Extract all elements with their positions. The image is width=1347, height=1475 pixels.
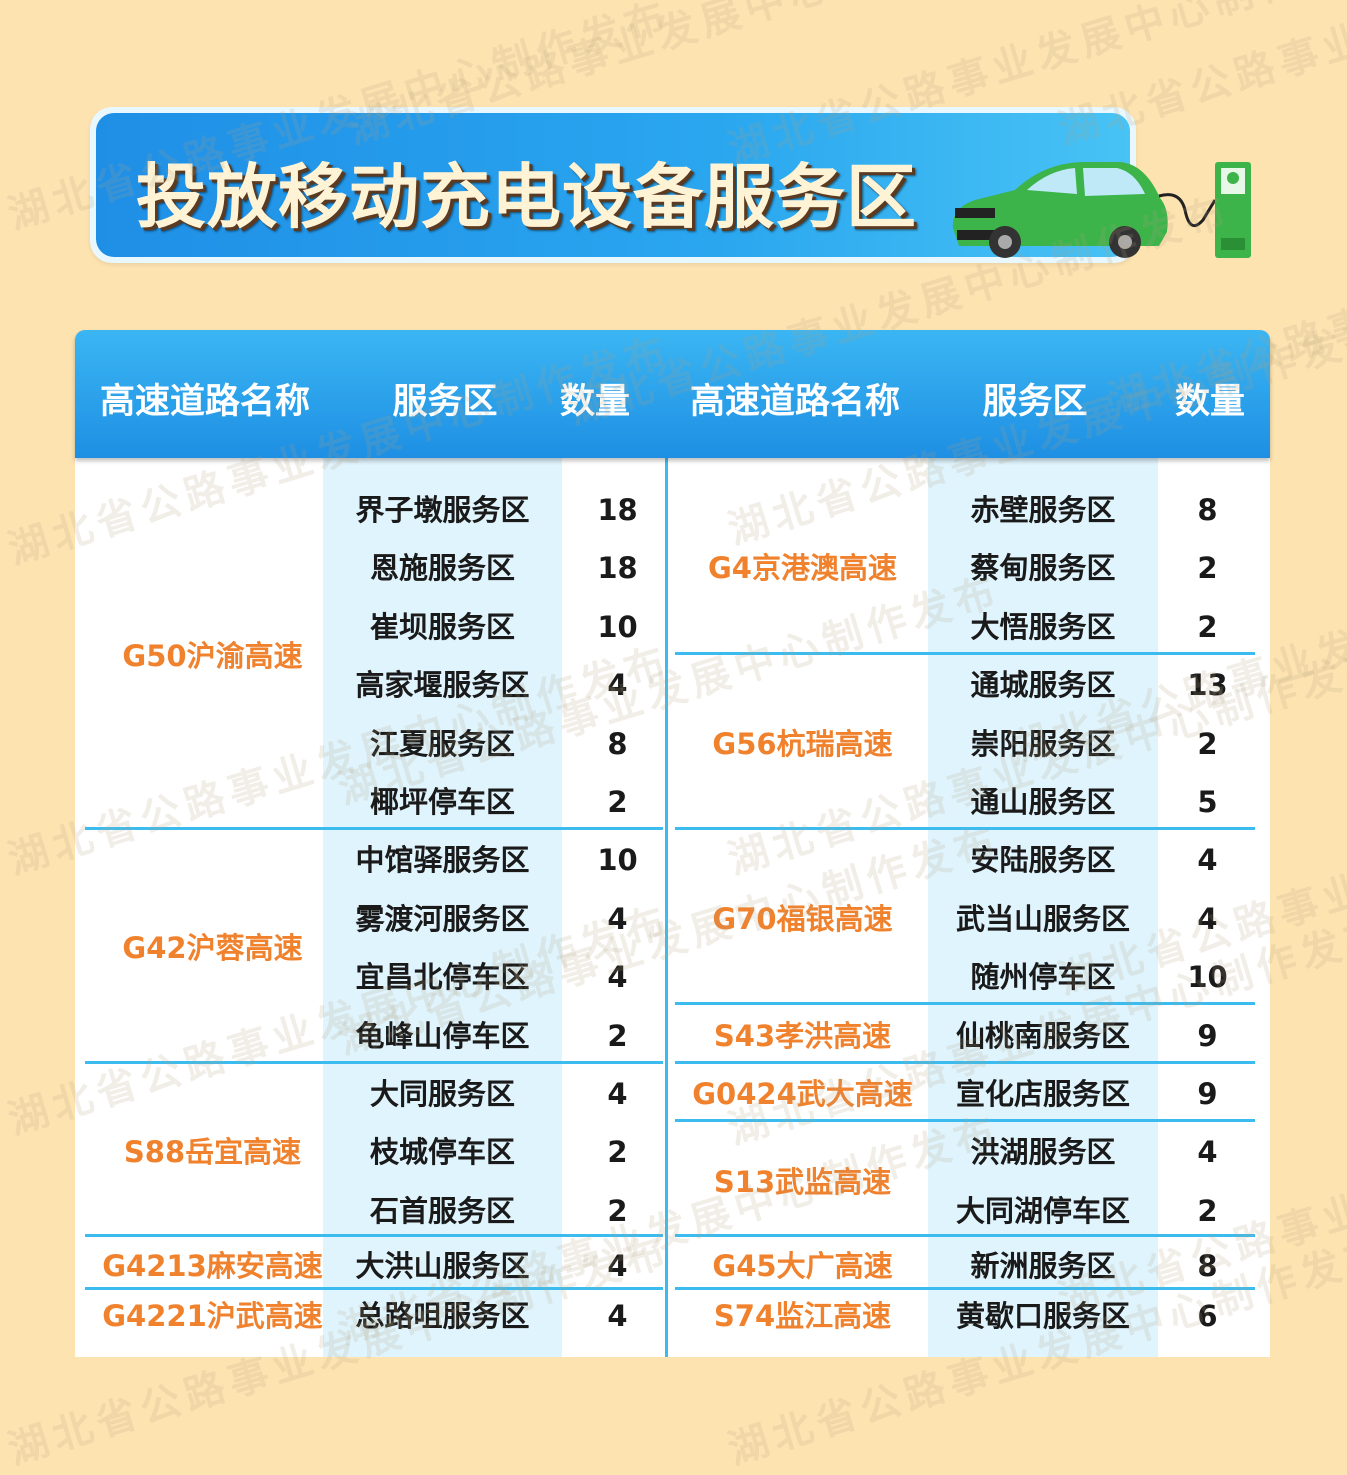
group-separator — [675, 1119, 1255, 1123]
road-name: G4京港澳高速 — [708, 551, 897, 586]
road-name: G50沪渝高速 — [122, 639, 303, 673]
table-header: 高速道路名称 服务区 数量 高速道路名称 服务区 数量 — [75, 330, 1270, 458]
device-count: 5 — [1197, 785, 1218, 819]
device-count: 10 — [597, 843, 638, 878]
service-area-name: 高家堰服务区 — [355, 668, 530, 703]
device-count: 4 — [607, 668, 628, 703]
road-name: S74监江高速 — [713, 1299, 892, 1333]
road-name: G4213麻安高速 — [102, 1249, 323, 1283]
device-count: 2 — [607, 785, 628, 819]
road-name: S13武监高速 — [713, 1164, 892, 1199]
group-separator — [675, 1060, 1255, 1064]
device-count: 10 — [1187, 960, 1228, 995]
service-area-name: 龟峰山停车区 — [355, 1018, 530, 1053]
device-count: 6 — [1197, 1299, 1218, 1333]
road-name: G0424武大高速 — [692, 1077, 913, 1111]
header-count-right: 数量 — [1174, 382, 1245, 422]
service-area-name: 安陆服务区 — [970, 843, 1116, 878]
service-area-name: 总路咀服务区 — [355, 1299, 530, 1333]
device-count: 2 — [607, 1193, 628, 1228]
device-count: 2 — [607, 1135, 628, 1170]
device-count: 4 — [1197, 843, 1218, 878]
table-body: G50沪渝高速 界子墩服务区 18 恩施服务区 18 崔坝服务区 10 高家堰服务区 4 江夏服务… — [75, 458, 1270, 1357]
service-area-name: 大洪山服务区 — [355, 1249, 530, 1283]
device-count: 2 — [1197, 551, 1218, 586]
group-separator — [85, 827, 663, 831]
service-area-name: 崇阳服务区 — [970, 726, 1116, 761]
service-area-name: 仙桃南服务区 — [955, 1018, 1130, 1053]
header-count-left: 数量 — [559, 382, 630, 422]
device-count: 8 — [1197, 493, 1218, 527]
road-name: S43孝洪高速 — [713, 1018, 892, 1053]
device-count: 4 — [607, 901, 628, 936]
service-area-name: 枝城停车区 — [369, 1135, 515, 1170]
road-name: G45大广高速 — [712, 1249, 893, 1283]
service-area-name: 宜昌北停车区 — [355, 960, 530, 995]
title-banner: 投放移动充电设备服务区 — [90, 107, 1136, 263]
service-area-name: 通山服务区 — [970, 785, 1116, 819]
group-separator — [85, 1234, 663, 1238]
page-title: 投放移动充电设备服务区 — [136, 156, 917, 238]
service-area-name: 洪湖服务区 — [970, 1135, 1116, 1170]
group-separator — [675, 1002, 1255, 1006]
service-area-name: 椰坪停车区 — [369, 785, 515, 819]
service-area-name: 黄歇口服务区 — [955, 1299, 1130, 1333]
header-road-right: 高速道路名称 — [689, 382, 900, 422]
device-count: 18 — [597, 551, 638, 586]
center-divider — [665, 458, 668, 1357]
device-count: 18 — [597, 493, 638, 527]
device-count: 4 — [607, 1299, 628, 1333]
device-count: 4 — [607, 960, 628, 995]
device-count: 2 — [1197, 726, 1218, 761]
header-service-right: 服务区 — [982, 382, 1088, 422]
road-name: G42沪蓉高速 — [122, 931, 303, 965]
road-name: G56杭瑞高速 — [712, 726, 893, 761]
device-count: 4 — [1197, 901, 1218, 936]
service-area-name: 雾渡河服务区 — [355, 901, 530, 936]
service-area-name: 界子墩服务区 — [355, 493, 530, 527]
service-area-name: 大同服务区 — [369, 1077, 515, 1111]
service-area-name: 武当山服务区 — [955, 901, 1130, 936]
header-road-left: 高速道路名称 — [99, 382, 310, 422]
service-area-name: 宣化店服务区 — [955, 1077, 1130, 1111]
group-separator — [675, 1287, 1255, 1290]
device-count: 8 — [607, 726, 628, 761]
device-count: 10 — [597, 609, 638, 644]
group-separator — [675, 1234, 1255, 1238]
service-column-stripe-left — [323, 458, 562, 1357]
service-area-name: 通城服务区 — [970, 668, 1116, 703]
device-count: 2 — [1197, 609, 1218, 644]
service-area-name: 赤壁服务区 — [970, 493, 1116, 527]
road-name: G4221沪武高速 — [102, 1299, 323, 1333]
service-column-stripe-right — [928, 458, 1158, 1357]
device-count: 9 — [1197, 1077, 1218, 1111]
service-area-name: 中馆驿服务区 — [355, 843, 530, 878]
device-count: 13 — [1187, 668, 1228, 703]
device-count: 2 — [1197, 1193, 1218, 1228]
service-area-name: 大同湖停车区 — [955, 1193, 1130, 1228]
service-area-name: 新洲服务区 — [970, 1249, 1116, 1283]
service-area-name: 蔡甸服务区 — [970, 551, 1116, 586]
group-separator — [675, 827, 1255, 831]
electric-car-charging-icon — [952, 162, 1251, 258]
group-separator — [85, 1060, 663, 1064]
service-area-name: 大悟服务区 — [970, 609, 1116, 644]
group-separator — [85, 1287, 663, 1290]
device-count: 4 — [607, 1249, 628, 1283]
device-count: 2 — [607, 1018, 628, 1053]
device-count: 4 — [1197, 1135, 1218, 1170]
service-area-name: 随州停车区 — [970, 960, 1116, 995]
service-area-name: 崔坝服务区 — [369, 609, 515, 644]
road-name: S88岳宜高速 — [123, 1135, 302, 1170]
service-area-name: 恩施服务区 — [369, 551, 515, 586]
header-service-left: 服务区 — [392, 382, 498, 422]
road-name: G70福银高速 — [712, 901, 893, 936]
device-count: 9 — [1197, 1018, 1218, 1053]
device-count: 4 — [607, 1077, 628, 1111]
service-area-name: 江夏服务区 — [369, 726, 515, 761]
device-count: 8 — [1197, 1249, 1218, 1283]
service-area-name: 石首服务区 — [369, 1193, 515, 1228]
group-separator — [675, 652, 1255, 655]
